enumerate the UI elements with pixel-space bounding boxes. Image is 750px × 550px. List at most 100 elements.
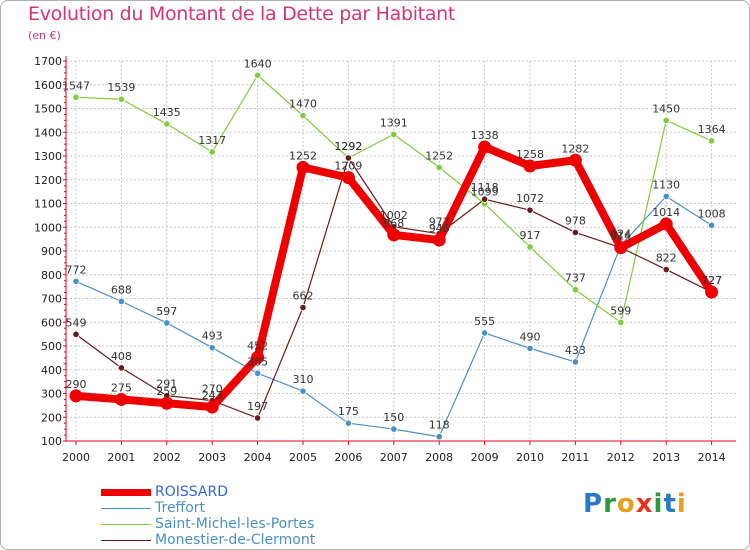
y-tick-label: 800 — [41, 269, 62, 282]
data-label: 555 — [474, 315, 495, 328]
data-label: 270 — [202, 383, 223, 396]
data-label: 924 — [610, 227, 631, 240]
y-tick-label: 1400 — [34, 126, 62, 139]
x-tick-label: 2006 — [334, 451, 362, 464]
data-point — [614, 241, 628, 255]
data-point — [659, 217, 673, 231]
data-point — [344, 154, 352, 162]
data-label: 1130 — [652, 178, 680, 191]
y-tick-label: 100 — [41, 435, 62, 448]
data-label: 1072 — [516, 192, 544, 205]
gridlines — [63, 60, 736, 445]
data-label: 1014 — [652, 206, 680, 219]
data-point — [435, 163, 443, 171]
legend-item: Treffort — [101, 500, 361, 517]
data-point — [480, 329, 489, 337]
x-tick-label: 2014 — [698, 451, 726, 464]
logo-letter: x — [635, 489, 654, 519]
data-point — [568, 153, 582, 167]
data-point — [251, 350, 265, 364]
data-label: 1282 — [561, 142, 589, 155]
y-tick-label: 1300 — [34, 150, 62, 163]
data-point — [435, 433, 443, 441]
data-point — [571, 358, 580, 366]
data-point — [299, 112, 307, 120]
data-label: 1547 — [62, 79, 90, 92]
data-label: 1002 — [380, 209, 408, 222]
data-point — [205, 400, 219, 414]
legend-swatch — [101, 540, 151, 541]
data-point — [254, 414, 262, 422]
data-label: 433 — [565, 344, 586, 357]
data-point — [69, 389, 83, 403]
data-label: 1258 — [516, 148, 544, 161]
data-label: 1470 — [289, 98, 317, 111]
x-tick-label: 2011 — [561, 451, 589, 464]
logo-letter: t — [663, 489, 677, 519]
data-point — [72, 277, 80, 285]
data-label: 1539 — [107, 81, 135, 94]
y-tick-label: 500 — [41, 340, 62, 353]
data-label: 290 — [66, 378, 87, 391]
x-tick-label: 2004 — [244, 451, 272, 464]
data-point — [390, 130, 398, 138]
data-point — [480, 195, 489, 203]
data-point — [299, 303, 307, 312]
series-treffort — [72, 192, 716, 441]
chart-subtitle: (en €) — [28, 29, 61, 42]
series-roissard — [69, 140, 719, 414]
logo-letter: i — [676, 489, 687, 519]
data-point — [662, 192, 670, 200]
data-labels: 772 688 597 493 385 310 175 150 118 555 490 433 924 1… — [62, 57, 726, 431]
data-point — [432, 233, 446, 247]
data-label: 688 — [111, 283, 132, 296]
legend-item: Saint-Michel-les-Portes — [101, 516, 361, 533]
data-point — [526, 243, 534, 251]
proxiti-logo: Proxiti — [583, 489, 687, 519]
y-tick-label: 1000 — [34, 221, 62, 234]
legend-swatch — [101, 524, 151, 525]
y-tick-label: 400 — [41, 364, 62, 377]
data-label: 1450 — [652, 102, 680, 115]
data-point — [523, 159, 537, 173]
data-label: 493 — [202, 330, 223, 343]
legend-item: Monestier-de-Clermont — [101, 532, 361, 549]
data-label: 1364 — [698, 123, 726, 136]
data-point — [344, 419, 352, 427]
y-tick-label: 900 — [41, 245, 62, 258]
data-label: 452 — [247, 339, 268, 352]
data-point — [617, 318, 625, 327]
data-point — [390, 425, 398, 433]
x-tick-label: 2007 — [380, 451, 408, 464]
data-point — [478, 140, 492, 154]
data-label: 1292 — [334, 140, 362, 153]
y-tick-label: 1500 — [34, 103, 62, 116]
data-label: 291 — [156, 378, 177, 391]
logo-letter: i — [653, 489, 664, 519]
data-point — [571, 228, 580, 237]
data-label: 946 — [429, 222, 450, 235]
x-tick-label: 2013 — [652, 451, 680, 464]
data-label: 772 — [66, 263, 87, 276]
data-point — [299, 387, 307, 395]
data-point — [662, 116, 670, 124]
data-point — [571, 286, 580, 294]
legend-label: Treffort — [155, 500, 206, 516]
data-label: 822 — [656, 252, 677, 265]
data-label: 914 — [610, 230, 631, 243]
data-label: 1099 — [471, 186, 499, 199]
x-tick-label: 2012 — [607, 451, 635, 464]
data-point — [254, 71, 262, 79]
data-label: 1338 — [471, 129, 499, 142]
legend-swatch — [101, 489, 151, 496]
data-point — [526, 206, 534, 214]
logo-letter: P — [583, 489, 604, 519]
data-label: 150 — [383, 411, 404, 424]
data-label: 727 — [701, 274, 722, 287]
data-point — [208, 344, 216, 352]
logo-letter: o — [616, 489, 636, 519]
data-label: 978 — [565, 214, 586, 227]
data-label: 1435 — [153, 106, 181, 119]
data-point — [160, 396, 174, 410]
